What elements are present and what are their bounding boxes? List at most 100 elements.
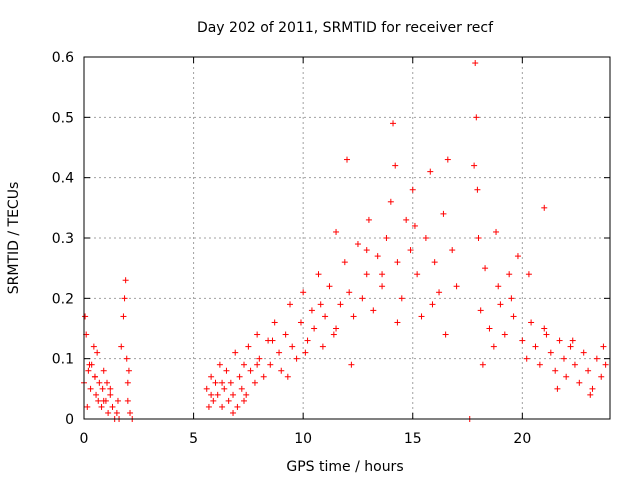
data-point [98, 403, 105, 410]
data-point [304, 337, 311, 344]
data-point [407, 247, 414, 254]
data-point [514, 253, 521, 260]
data-point [124, 397, 131, 404]
data-point [519, 337, 526, 344]
data-point [359, 295, 366, 302]
y-tick-label: 0.5 [52, 110, 74, 126]
data-point [96, 379, 103, 386]
data-point [87, 385, 94, 392]
data-point [214, 391, 221, 398]
data-point [493, 228, 500, 235]
data-point [219, 379, 226, 386]
data-point [107, 385, 114, 392]
data-point [315, 271, 322, 278]
data-point [319, 343, 326, 350]
data-point [567, 343, 574, 350]
data-point [556, 337, 563, 344]
data-point [350, 313, 357, 320]
data-point [276, 349, 283, 356]
data-point [536, 361, 543, 368]
data-point [125, 367, 132, 374]
data-point [563, 373, 570, 380]
data-point [123, 355, 130, 362]
y-tick-label: 0.3 [52, 231, 74, 247]
data-point [109, 403, 116, 410]
data-point [411, 222, 418, 229]
data-point [497, 301, 504, 308]
data-point [113, 409, 120, 416]
data-point [490, 343, 497, 350]
data-point [256, 355, 263, 362]
data-point [269, 337, 276, 344]
data-point [472, 60, 479, 67]
data-point [208, 373, 215, 380]
data-point [86, 361, 93, 368]
data-point [278, 367, 285, 374]
data-point [593, 355, 600, 362]
data-point [247, 367, 254, 374]
y-tick-label: 0.2 [52, 291, 74, 307]
data-point [390, 120, 397, 127]
data-point [100, 397, 107, 404]
data-point [440, 210, 447, 217]
data-point [541, 325, 548, 332]
data-point [230, 391, 237, 398]
data-point [394, 259, 401, 266]
grid [84, 57, 610, 419]
y-axis-title: SRMTID / TECUs [6, 182, 22, 295]
data-point [122, 277, 129, 284]
y-tick-label: 0.1 [52, 352, 74, 368]
chart-title: Day 202 of 2011, SRMTID for receiver rec… [197, 20, 494, 36]
y-tick-label: 0.4 [52, 171, 74, 187]
data-point [322, 313, 329, 320]
data-point [354, 241, 361, 248]
data-point [260, 373, 267, 380]
data-point [84, 403, 91, 410]
data-point [267, 361, 274, 368]
data-point [528, 319, 535, 326]
data-point [398, 295, 405, 302]
data-point [379, 271, 386, 278]
x-tick-label: 0 [80, 431, 89, 447]
data-point [311, 325, 318, 332]
data-point [429, 301, 436, 308]
data-point [431, 259, 438, 266]
data-point [571, 361, 578, 368]
data-point [580, 349, 587, 356]
data-point [93, 391, 100, 398]
data-point [569, 337, 576, 344]
data-point [99, 385, 106, 392]
x-tick-label: 15 [404, 431, 422, 447]
data-point [238, 385, 245, 392]
data-point [337, 301, 344, 308]
data-point [602, 361, 609, 368]
data-point [223, 367, 230, 374]
data-point [363, 247, 370, 254]
data-point [225, 397, 232, 404]
y-tick-label: 0 [65, 412, 74, 428]
data-point [287, 301, 294, 308]
data-point [333, 325, 340, 332]
data-point [474, 186, 481, 193]
data-point [501, 331, 508, 338]
data-point [245, 343, 252, 350]
data-point [560, 355, 567, 362]
data-point [403, 216, 410, 223]
data-point [236, 373, 243, 380]
data-point [585, 367, 592, 374]
data-point [394, 319, 401, 326]
data-point [227, 379, 234, 386]
data-point [589, 385, 596, 392]
data-point [90, 343, 97, 350]
data-point [365, 216, 372, 223]
data-point [449, 247, 456, 254]
data-point [510, 313, 517, 320]
data-point [422, 235, 429, 241]
data-point [219, 403, 226, 410]
data-point [82, 313, 89, 320]
data-point [205, 403, 212, 410]
data-point [348, 361, 355, 368]
data-point [600, 343, 607, 350]
data-point [409, 186, 416, 193]
data-point [212, 379, 219, 386]
